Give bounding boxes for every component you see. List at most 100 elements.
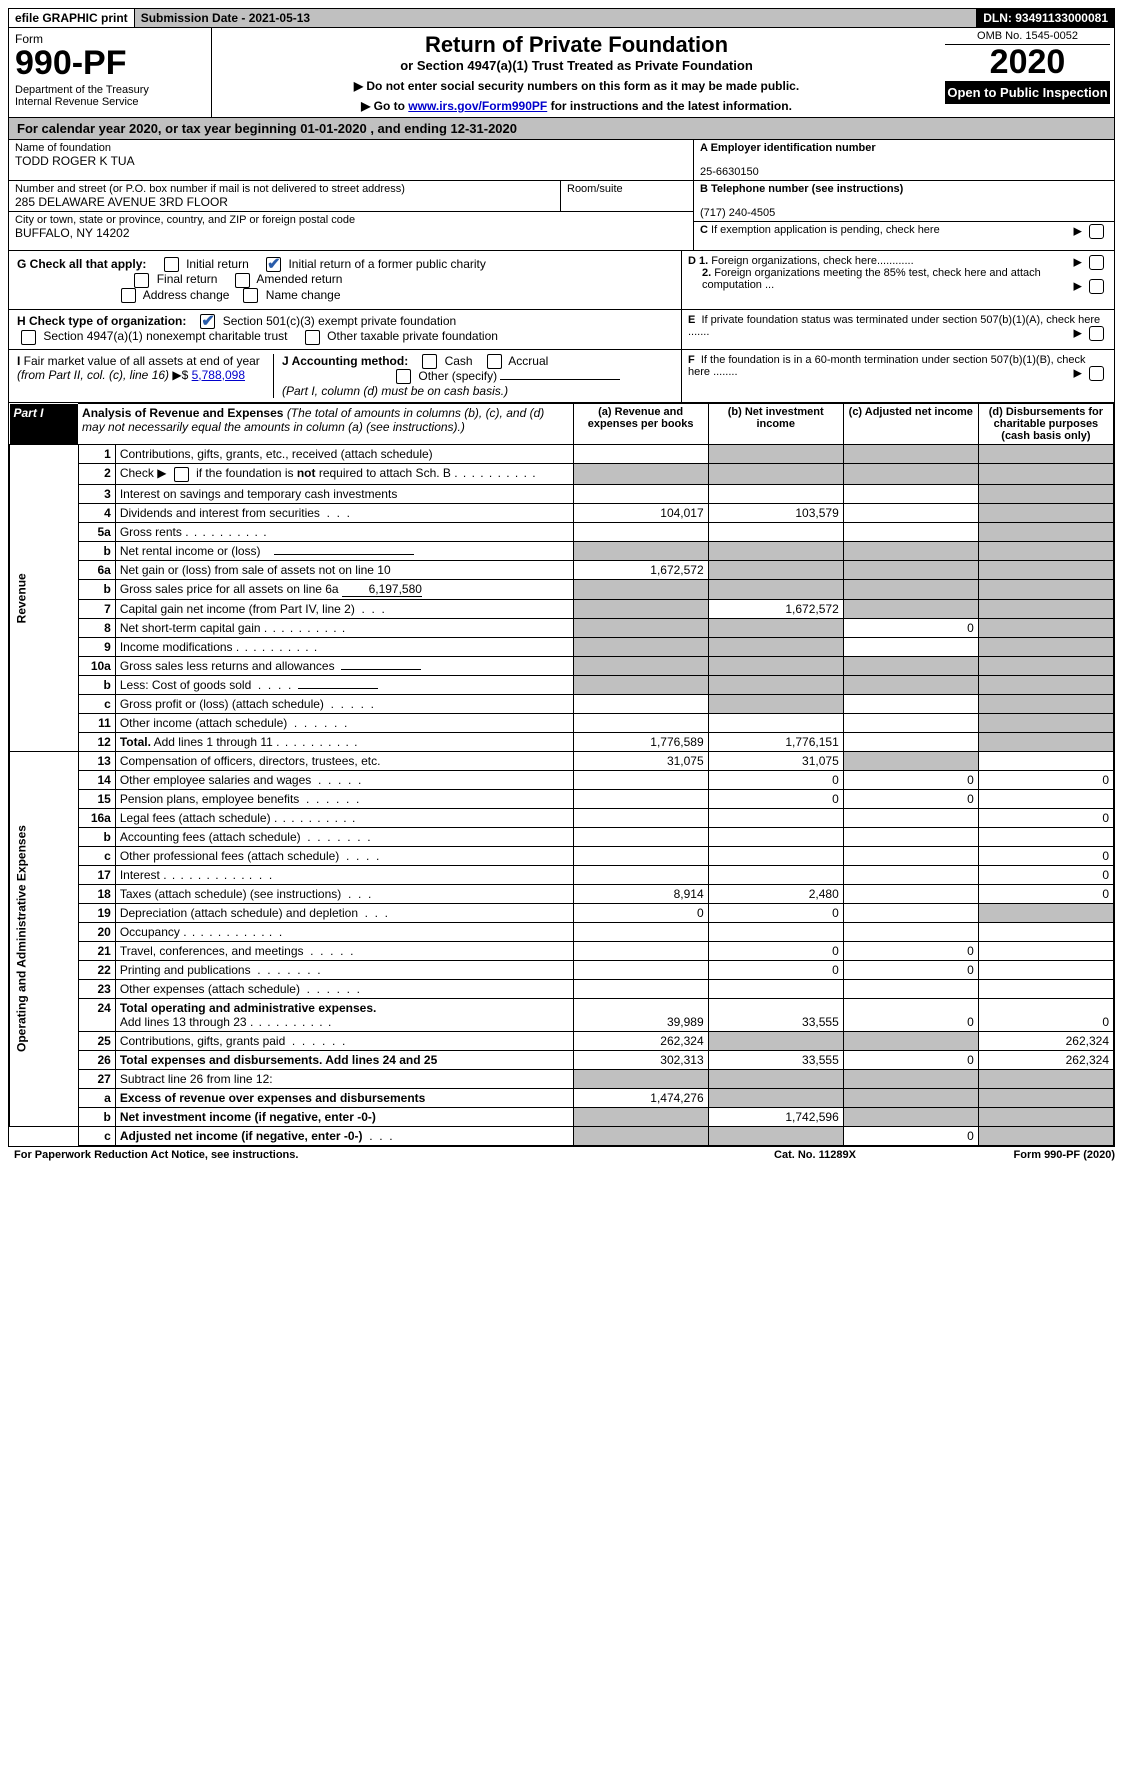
cb-amended[interactable]	[235, 273, 250, 288]
cb-initial-return[interactable]	[164, 257, 179, 272]
page-footer: For Paperwork Reduction Act Notice, see …	[8, 1147, 1121, 1163]
r24-b: 33,555	[708, 998, 843, 1031]
phone-value: (717) 240-4505	[700, 207, 775, 219]
j-cash: Cash	[445, 354, 473, 368]
row27b-desc: Net investment income (if negative, ente…	[115, 1107, 573, 1126]
cb-address-change[interactable]	[121, 288, 136, 303]
d2-label: 2. Foreign organizations meeting the 85%…	[688, 267, 1108, 291]
row21-desc: Travel, conferences, and meetings . . . …	[115, 941, 573, 960]
cb-final-return[interactable]	[134, 273, 149, 288]
cb-other-method[interactable]	[396, 369, 411, 384]
row27a-desc: Excess of revenue over expenses and disb…	[115, 1088, 573, 1107]
col-b-header: (b) Net investment income	[708, 404, 843, 445]
room-label: Room/suite	[561, 181, 693, 211]
j-block: J Accounting method: Cash Accrual Other …	[274, 354, 673, 399]
header-left: Form 990-PF Department of the TreasuryIn…	[9, 28, 212, 117]
r22-c: 0	[843, 960, 978, 979]
title-main: Return of Private Foundation	[220, 32, 933, 58]
r26-b: 33,555	[708, 1050, 843, 1069]
cb-name-change[interactable]	[243, 288, 258, 303]
d2-checkbox[interactable]	[1089, 279, 1104, 294]
row10c-desc: Gross profit or (loss) (attach schedule)…	[115, 694, 573, 713]
col-a-header: (a) Revenue and expenses per books	[573, 404, 708, 445]
r8-c: 0	[843, 618, 978, 637]
g-label: G Check all that apply:	[17, 257, 146, 271]
r26-a: 302,313	[573, 1050, 708, 1069]
r24-a: 39,989	[573, 998, 708, 1031]
row10b-desc: Less: Cost of goods sold . . . .	[115, 675, 573, 694]
c-label: C If exemption application is pending, c…	[700, 224, 940, 236]
j-accrual: Accrual	[508, 354, 548, 368]
r25-a: 262,324	[573, 1031, 708, 1050]
irs-link[interactable]: www.irs.gov/Form990PF	[408, 99, 547, 113]
r13-b: 31,075	[708, 751, 843, 770]
r22-b: 0	[708, 960, 843, 979]
row11-desc: Other income (attach schedule) . . . . .…	[115, 713, 573, 732]
col-c-header: (c) Adjusted net income	[843, 404, 978, 445]
r25-d: 262,324	[978, 1031, 1113, 1050]
row8-desc: Net short-term capital gain	[115, 618, 573, 637]
cb-cash[interactable]	[422, 354, 437, 369]
row18-desc: Taxes (attach schedule) (see instruction…	[115, 884, 573, 903]
r17-d: 0	[978, 865, 1113, 884]
row27c-desc: Adjusted net income (if negative, enter …	[115, 1126, 573, 1145]
r12-b: 1,776,151	[708, 732, 843, 751]
g-o1: Initial return	[186, 257, 249, 271]
e-checkbox[interactable]	[1089, 326, 1104, 341]
r7-b: 1,672,572	[708, 599, 843, 618]
cb-other-taxable[interactable]	[305, 330, 320, 345]
fmv-value[interactable]: 5,788,098	[192, 368, 245, 382]
d1-checkbox[interactable]	[1089, 255, 1104, 270]
row7-desc: Capital gain net income (from Part IV, l…	[115, 599, 573, 618]
r21-b: 0	[708, 941, 843, 960]
row22-desc: Printing and publications . . . . . . .	[115, 960, 573, 979]
c-checkbox[interactable]	[1089, 224, 1104, 239]
row16a-desc: Legal fees (attach schedule)	[115, 808, 573, 827]
d1-label: D 1. Foreign organizations, check here..…	[688, 255, 1108, 267]
part1-label: Part I	[10, 404, 79, 445]
row4-desc: Dividends and interest from securities .…	[115, 503, 573, 522]
r6a-a: 1,672,572	[573, 560, 708, 579]
row25-desc: Contributions, gifts, grants paid . . . …	[115, 1031, 573, 1050]
r6b-val: 6,197,580	[342, 582, 422, 597]
cb-accrual[interactable]	[487, 354, 502, 369]
row17-desc: Interest . . .	[115, 865, 573, 884]
r15-c: 0	[843, 789, 978, 808]
row12-desc: Total. Add lines 1 through 11	[115, 732, 573, 751]
r16a-d: 0	[978, 808, 1113, 827]
cb-schb[interactable]	[174, 467, 189, 482]
title-note2: ▶ Go to www.irs.gov/Form990PF for instru…	[220, 99, 933, 113]
cb-501c3[interactable]	[200, 314, 215, 329]
calendar-year: For calendar year 2020, or tax year begi…	[9, 118, 1114, 140]
r13-a: 31,075	[573, 751, 708, 770]
form-number: 990-PF	[15, 46, 205, 80]
row5a-desc: Gross rents	[115, 522, 573, 541]
addr-label: Number and street (or P.O. box number if…	[15, 183, 405, 195]
header-center: Return of Private Foundation or Section …	[212, 28, 941, 117]
i-block: I Fair market value of all assets at end…	[17, 354, 274, 399]
r26-d: 262,324	[978, 1050, 1113, 1069]
cb-4947[interactable]	[21, 330, 36, 345]
row1-desc: Contributions, gifts, grants, etc., rece…	[115, 445, 573, 464]
f-label: F If the foundation is in a 60-month ter…	[688, 354, 1108, 378]
row20-desc: Occupancy . .	[115, 922, 573, 941]
section-g-d: G Check all that apply: Initial return I…	[9, 251, 1114, 310]
row6a-desc: Net gain or (loss) from sale of assets n…	[115, 560, 573, 579]
r12-a: 1,776,589	[573, 732, 708, 751]
row24-desc: Total operating and administrative expen…	[115, 998, 573, 1031]
form-990pf: efile GRAPHIC print Submission Date - 20…	[8, 8, 1115, 1147]
r26-c: 0	[843, 1050, 978, 1069]
cb-initial-former[interactable]	[266, 257, 281, 272]
row26-desc: Total expenses and disbursements. Add li…	[115, 1050, 573, 1069]
row3-desc: Interest on savings and temporary cash i…	[115, 484, 573, 503]
footer-right: Form 990-PF (2020)	[915, 1149, 1115, 1161]
row13-desc: Compensation of officers, directors, tru…	[115, 751, 573, 770]
row6b-desc: Gross sales price for all assets on line…	[115, 579, 573, 599]
revenue-label: Revenue	[10, 445, 79, 751]
f-checkbox[interactable]	[1089, 366, 1104, 381]
e-label: E If private foundation status was termi…	[688, 314, 1108, 338]
row14-desc: Other employee salaries and wages . . . …	[115, 770, 573, 789]
r4-a: 104,017	[573, 503, 708, 522]
open-public: Open to Public Inspection	[945, 81, 1110, 104]
r27b-b: 1,742,596	[708, 1107, 843, 1126]
